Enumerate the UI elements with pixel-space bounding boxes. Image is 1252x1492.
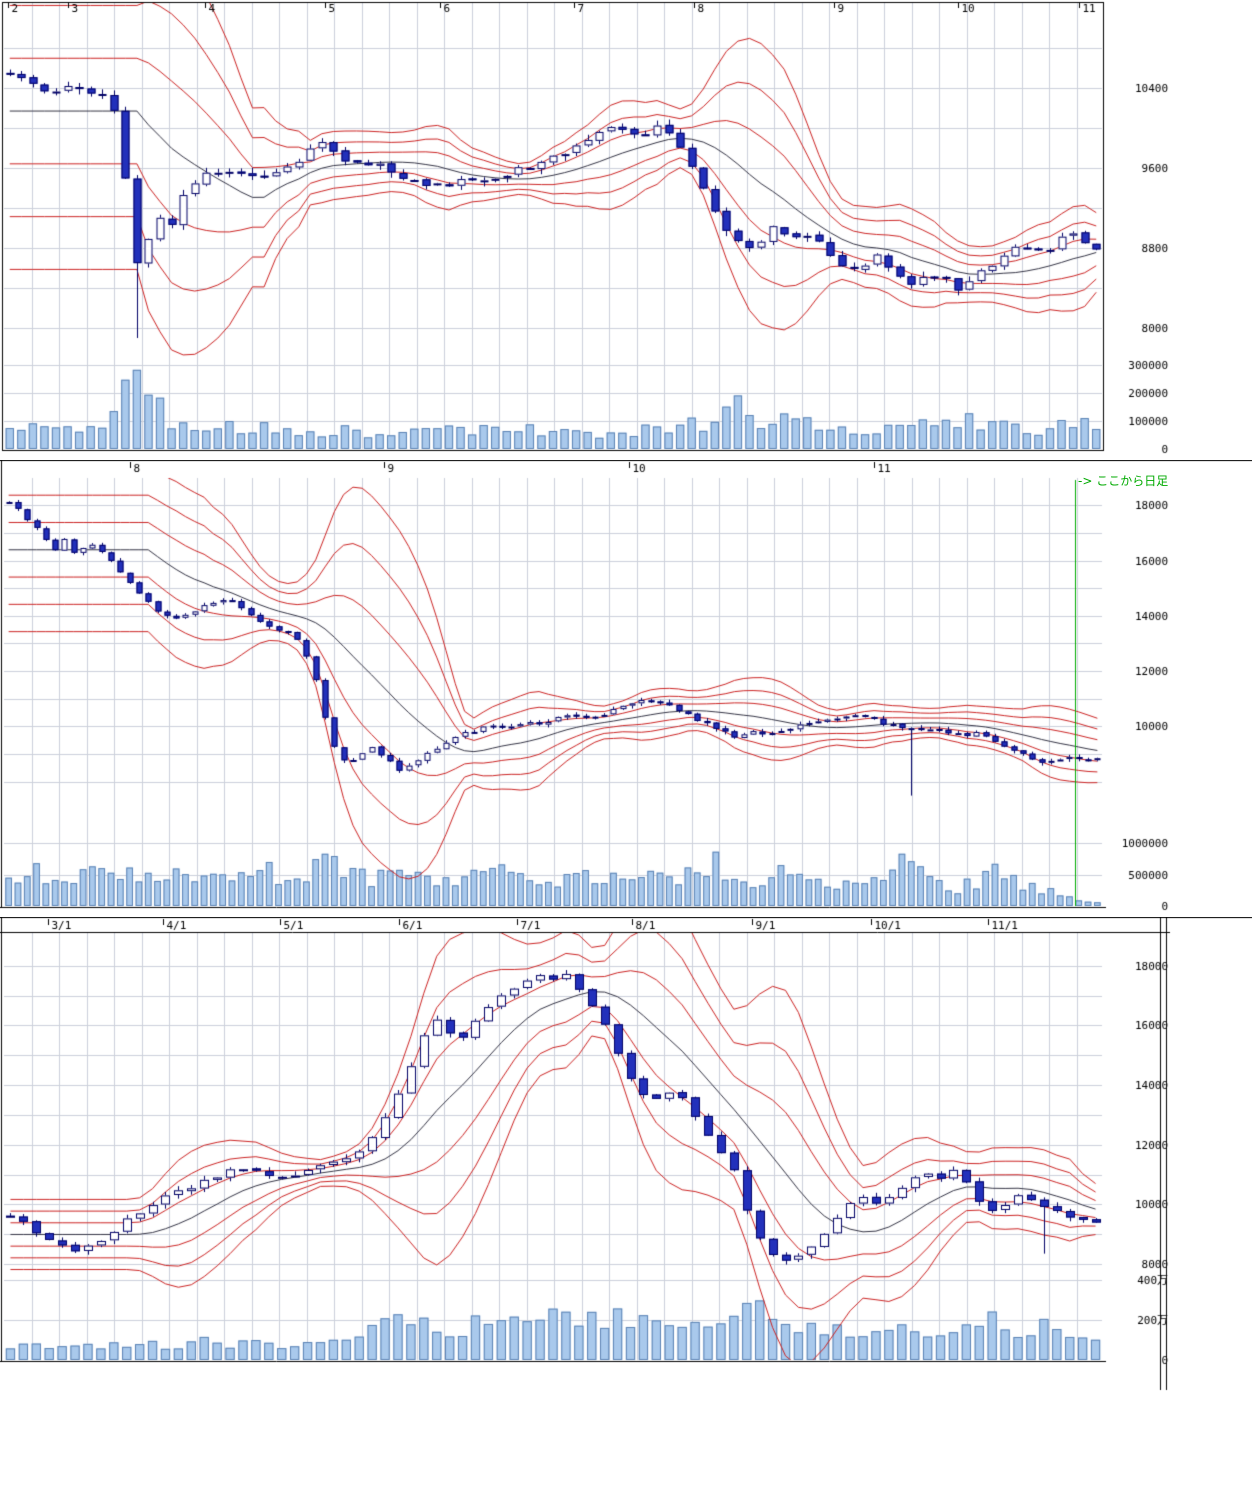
weekly-chart-canvas [0, 0, 1252, 455]
daily-chart-canvas [0, 460, 1252, 912]
daily-marker-label: -> ここから日足 [1078, 474, 1169, 488]
daily-chart-panel: -> ここから日足 [0, 460, 1252, 912]
longterm-chart-canvas [0, 917, 1252, 1392]
longterm-chart-panel [0, 917, 1252, 1392]
weekly-chart-panel [0, 0, 1252, 455]
